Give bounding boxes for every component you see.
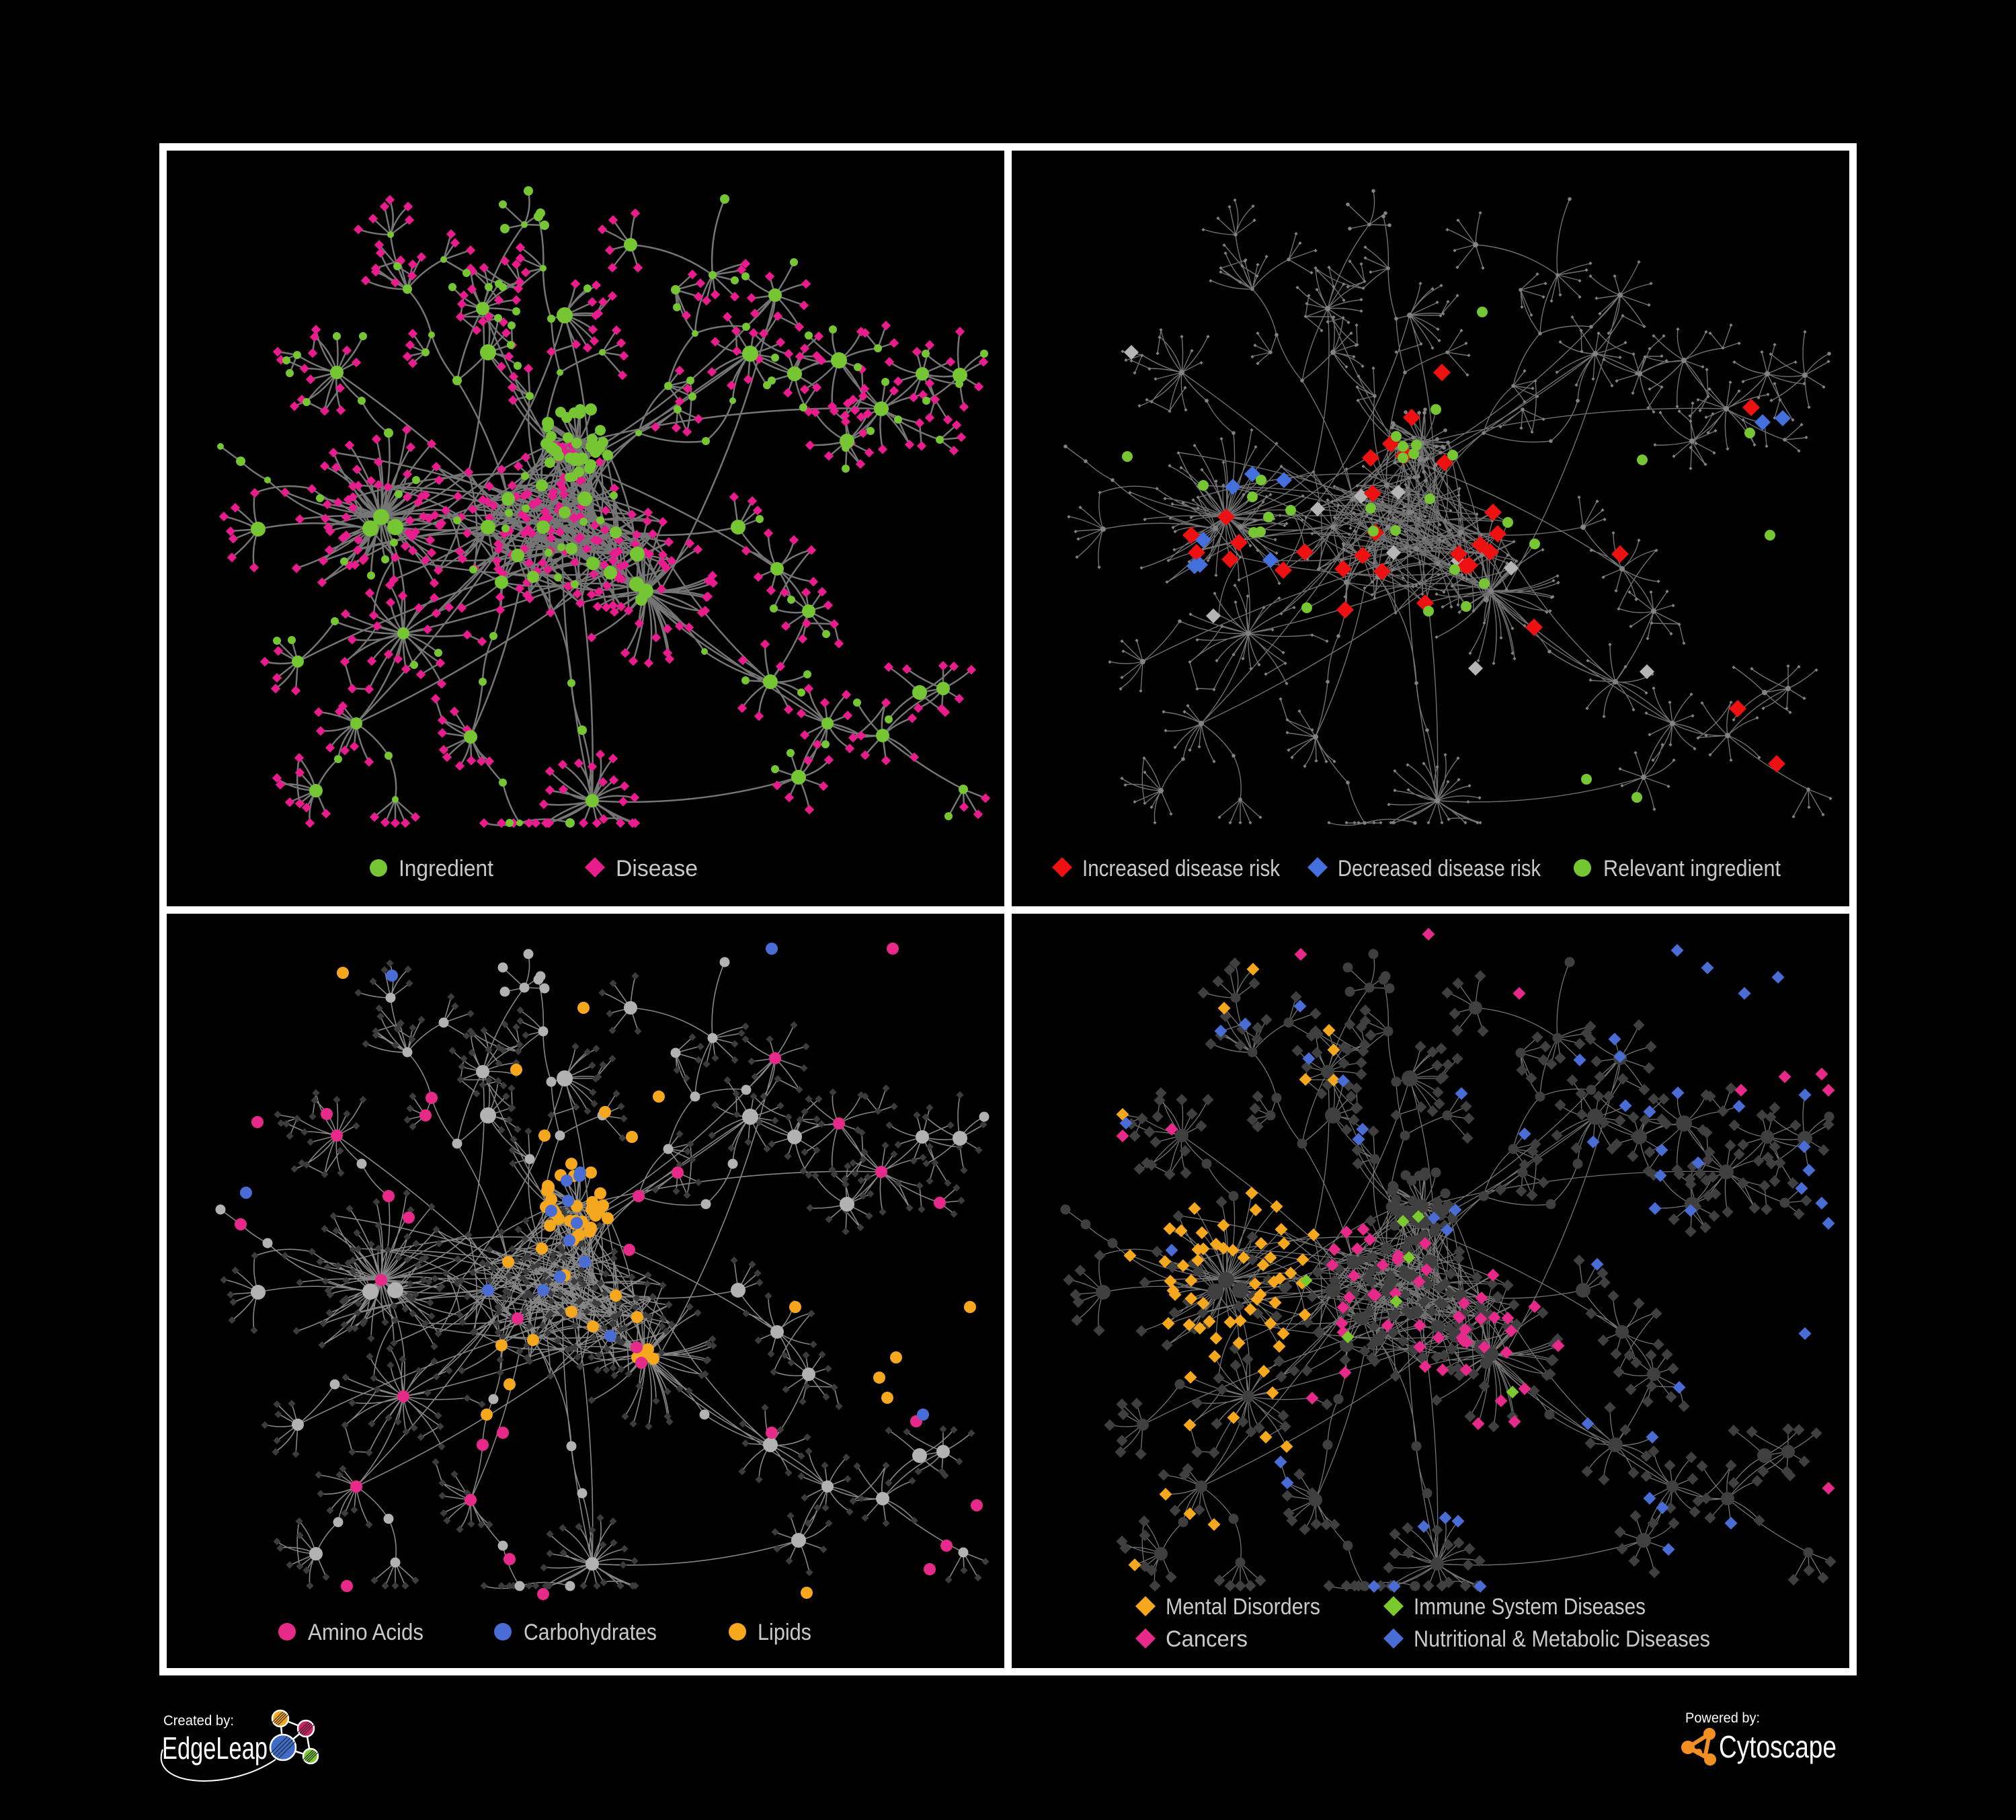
svg-text:Immune System Diseases: Immune System Diseases [1414,1594,1646,1620]
svg-text:Lipids: Lipids [758,1620,811,1645]
svg-text:Decreased disease risk: Decreased disease risk [1338,856,1541,881]
svg-text:Disease: Disease [616,856,698,881]
svg-text:Powered by:: Powered by: [1685,1710,1760,1726]
svg-text:Increased disease risk: Increased disease risk [1082,856,1281,881]
svg-text:Relevant ingredient: Relevant ingredient [1603,856,1781,881]
svg-text:Created by:: Created by: [163,1713,234,1729]
svg-text:EdgeLeap: EdgeLeap [162,1731,268,1766]
svg-text:Ingredient: Ingredient [399,856,494,881]
svg-text:Nutritional & Metabolic Diseas: Nutritional & Metabolic Diseases [1414,1626,1710,1652]
svg-text:Cytoscape: Cytoscape [1719,1729,1837,1764]
svg-text:Mental Disorders: Mental Disorders [1166,1594,1320,1620]
svg-text:Amino Acids: Amino Acids [308,1620,424,1645]
svg-text:Cancers: Cancers [1166,1626,1248,1652]
svg-text:Carbohydrates: Carbohydrates [524,1620,657,1645]
